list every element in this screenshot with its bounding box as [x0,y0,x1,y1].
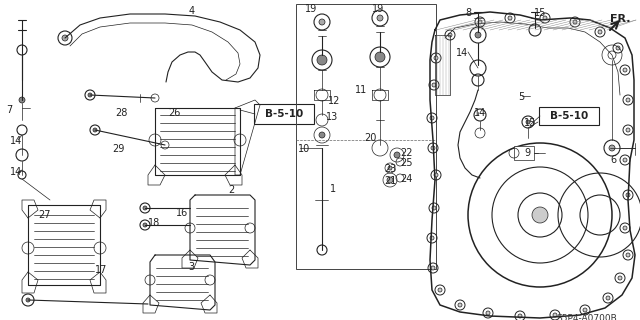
Circle shape [93,128,97,132]
Circle shape [434,173,438,177]
Text: 21: 21 [384,176,396,186]
Circle shape [143,206,147,210]
Circle shape [430,116,434,120]
Text: 8: 8 [465,8,471,18]
Circle shape [434,56,438,60]
Circle shape [553,313,557,317]
Circle shape [609,145,615,151]
Circle shape [388,166,392,170]
Circle shape [475,32,481,38]
Text: 20: 20 [364,133,376,143]
Circle shape [543,16,547,20]
Text: 28: 28 [115,108,127,118]
Text: B-5-10: B-5-10 [265,109,303,119]
Text: 23: 23 [384,164,396,174]
Text: 14: 14 [10,167,22,177]
Text: 4: 4 [189,6,195,16]
Text: 9: 9 [524,148,530,158]
Circle shape [623,226,627,230]
Circle shape [430,236,434,240]
Text: 14: 14 [456,48,468,58]
Text: 15: 15 [524,118,536,128]
Text: 10: 10 [298,144,310,154]
Text: 18: 18 [148,218,160,228]
Circle shape [432,83,436,87]
Circle shape [319,132,325,138]
Circle shape [319,19,325,25]
Circle shape [375,52,385,62]
Text: 16: 16 [176,208,188,218]
Circle shape [387,177,393,183]
Circle shape [583,308,587,312]
Text: 13: 13 [326,112,339,122]
Circle shape [606,296,610,300]
Circle shape [143,223,147,227]
Text: B-5-10: B-5-10 [550,111,588,121]
Circle shape [431,146,435,150]
Circle shape [377,15,383,21]
Text: 1: 1 [330,184,336,194]
Text: 19: 19 [305,4,317,14]
Circle shape [26,298,30,302]
Text: 11: 11 [355,85,367,95]
Text: 22: 22 [400,148,413,158]
Text: 14: 14 [10,136,22,146]
Circle shape [438,288,442,292]
Text: 29: 29 [112,144,124,154]
Text: S5P4-A0700B: S5P4-A0700B [556,314,617,320]
Circle shape [626,253,630,257]
Text: 14: 14 [474,108,486,118]
Text: 12: 12 [328,96,340,106]
Text: 15: 15 [534,8,547,18]
Circle shape [623,158,627,162]
Circle shape [317,55,327,65]
Text: 25: 25 [400,158,413,168]
Circle shape [518,314,522,318]
Circle shape [626,128,630,132]
Circle shape [394,152,400,158]
Circle shape [62,35,68,41]
Text: 19: 19 [372,4,384,14]
Text: 24: 24 [400,174,412,184]
Text: 27: 27 [38,210,51,220]
Bar [296,4,436,269]
Circle shape [458,303,462,307]
Text: 6: 6 [610,155,616,165]
Circle shape [431,266,435,270]
Text: 7: 7 [6,105,12,115]
Circle shape [626,98,630,102]
Text: 5: 5 [518,92,524,102]
Circle shape [448,33,452,37]
Text: 2: 2 [228,185,234,195]
Circle shape [618,276,622,280]
Circle shape [486,311,490,315]
Circle shape [19,97,25,103]
Circle shape [526,120,530,124]
Circle shape [508,16,512,20]
Bar [514,146,534,160]
Text: 17: 17 [95,265,108,275]
Circle shape [532,207,548,223]
Circle shape [626,193,630,197]
Circle shape [478,20,482,24]
Circle shape [616,46,620,50]
Text: 26: 26 [168,108,180,118]
Circle shape [432,206,436,210]
Text: FR.: FR. [610,14,630,24]
FancyBboxPatch shape [539,107,599,125]
FancyBboxPatch shape [254,104,314,124]
Text: 3: 3 [188,262,194,272]
Circle shape [623,68,627,72]
Circle shape [88,93,92,97]
Circle shape [573,20,577,24]
Circle shape [598,30,602,34]
